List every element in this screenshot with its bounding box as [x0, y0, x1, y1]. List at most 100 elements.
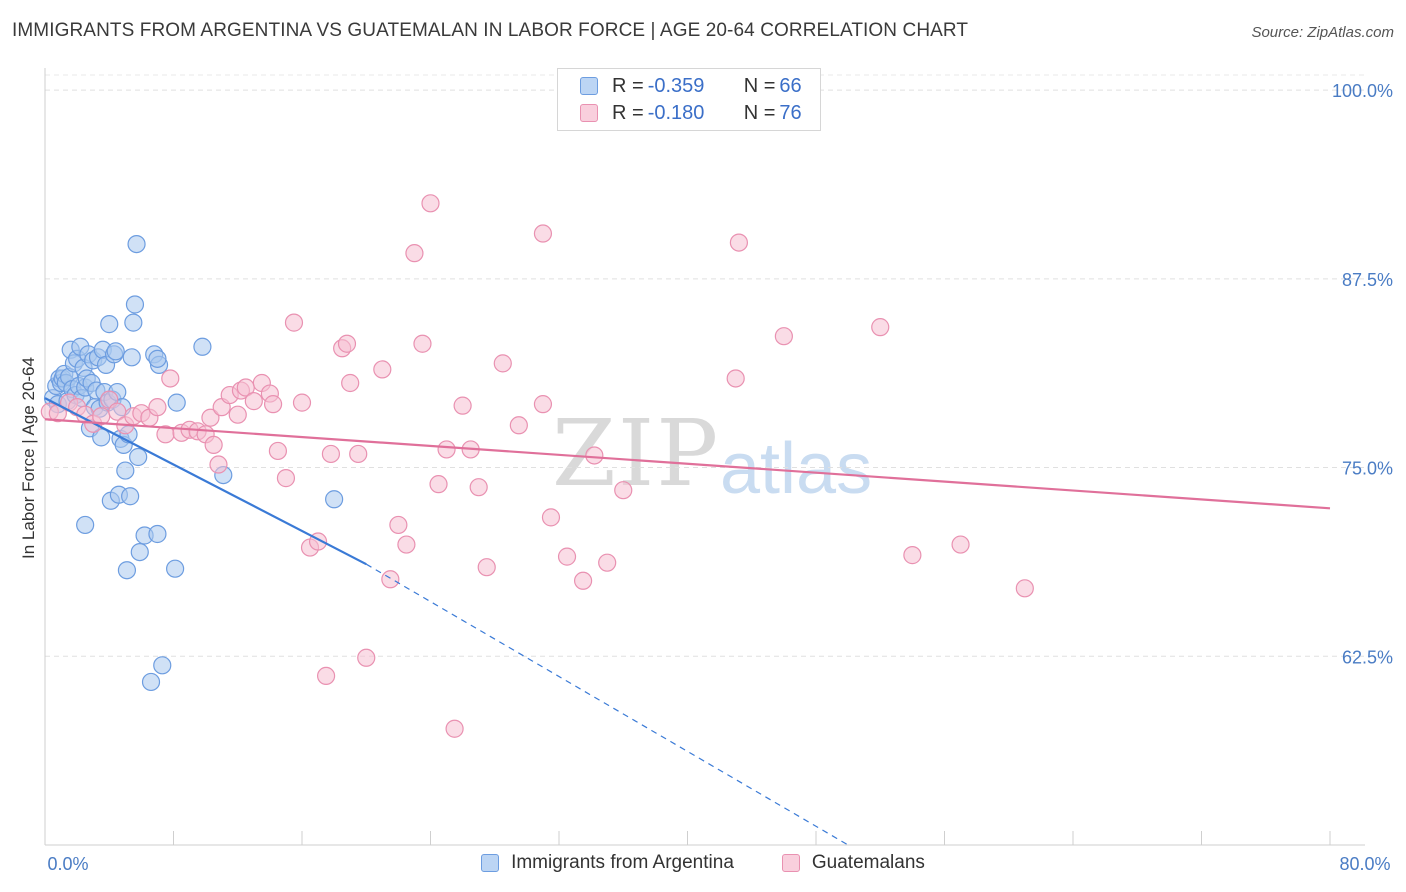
- guatemalans-point: [903, 546, 922, 565]
- legend-row-argentina: R = -0.359 N = 66: [580, 74, 802, 98]
- guatemalans-point: [541, 508, 561, 527]
- guatemalans-point: [469, 478, 488, 497]
- legend-r-value: -0.180: [647, 101, 705, 124]
- guatemalans-point: [321, 444, 341, 464]
- argentina-point: [148, 349, 167, 368]
- guatemalans-point: [228, 405, 247, 424]
- guatemalans-point: [871, 318, 890, 337]
- guatemalans-point: [389, 515, 408, 535]
- guatemalans-point: [729, 233, 749, 252]
- series-swatch-argentina: [481, 854, 500, 872]
- guatemalans-point: [357, 648, 376, 667]
- guatemalans-point: [244, 392, 263, 411]
- legend-r-label: R =: [612, 74, 644, 97]
- argentina-point: [127, 234, 146, 254]
- argentina-point: [153, 656, 172, 675]
- legend-n-value: 66: [779, 74, 802, 97]
- x-tick-label: 0.0%: [47, 854, 88, 874]
- legend-swatch-guatemalans: [580, 104, 598, 122]
- guatemalans-point: [341, 373, 360, 393]
- guatemalans-point: [413, 334, 432, 353]
- argentina-point: [129, 447, 148, 467]
- argentina-point: [122, 348, 141, 367]
- argentina-point: [193, 337, 212, 356]
- guatemalans-point: [453, 396, 472, 415]
- guatemalans-point: [557, 547, 577, 566]
- guatemalans-point: [397, 535, 416, 554]
- guatemalans-point: [316, 666, 336, 686]
- argentina-point: [141, 672, 161, 692]
- guatemalans-point: [445, 719, 464, 738]
- guatemalans-point: [951, 535, 970, 554]
- y-tick-label: 62.5%: [1342, 647, 1393, 667]
- y-tick-label: 87.5%: [1342, 270, 1393, 290]
- argentina-trend-line: [44, 397, 367, 566]
- series-legend: Immigrants from Argentina Guatemalans: [0, 852, 1406, 874]
- guatemalans-point: [533, 395, 553, 414]
- y-tick-label: 75.0%: [1342, 459, 1393, 479]
- guatemalans-point: [148, 398, 167, 417]
- guatemalans-point: [284, 313, 304, 332]
- argentina-point: [325, 490, 344, 509]
- argentina-point: [106, 342, 125, 361]
- argentina-point: [76, 515, 95, 535]
- series-swatch-guatemalans: [781, 854, 800, 872]
- guatemalans-point: [1015, 579, 1034, 598]
- guatemalans-point: [268, 441, 288, 461]
- guatemalans-point: [573, 571, 593, 590]
- legend-n-label: N =: [743, 101, 776, 124]
- series-legend-guatemalans: Guatemalans: [781, 852, 925, 874]
- argentina-point: [121, 487, 140, 506]
- guatemalans-point: [533, 224, 553, 243]
- guatemalans-point: [437, 440, 456, 459]
- y-axis-label: In Labor Force | Age 20-64: [19, 357, 38, 559]
- guatemalans-point: [405, 244, 424, 263]
- argentina-point: [167, 393, 186, 412]
- guatemalans-trend-line: [44, 418, 1331, 510]
- argentina-point: [125, 295, 145, 314]
- watermark-zip: ZIP: [552, 400, 721, 507]
- guatemalans-point: [349, 444, 368, 464]
- guatemalans-point: [381, 570, 400, 589]
- guatemalans-point: [263, 395, 283, 414]
- argentina-point: [100, 315, 119, 334]
- guatemalans-point: [201, 408, 220, 427]
- guatemalans-point: [209, 455, 228, 474]
- guatemalans-point: [598, 553, 617, 572]
- guatemalans-point: [493, 354, 512, 373]
- y-tick-label: 100.0%: [1332, 81, 1393, 101]
- chart-title: IMMIGRANTS FROM ARGENTINA VS GUATEMALAN …: [12, 20, 969, 41]
- guatemalans-point: [585, 446, 604, 465]
- guatemalans-point: [337, 334, 357, 353]
- legend-row-guatemalans: R = -0.180 N = 76: [580, 101, 802, 125]
- guatemalans-point: [292, 393, 312, 412]
- legend-swatch-argentina: [580, 77, 598, 95]
- guatemalans-point: [774, 327, 793, 346]
- guatemalans-point: [614, 481, 633, 500]
- x-tick-label: 80.0%: [1339, 854, 1390, 874]
- series-legend-label: Immigrants from Argentina: [511, 852, 734, 873]
- argentina-point: [166, 559, 185, 578]
- argentina-point: [130, 542, 149, 562]
- guatemalans-point: [509, 416, 528, 435]
- guatemalans-point: [726, 369, 745, 388]
- guatemalans-point: [276, 469, 296, 488]
- series-legend-label: Guatemalans: [811, 852, 925, 873]
- legend-n-label: N =: [743, 74, 776, 97]
- guatemalans-point: [373, 360, 392, 379]
- guatemalans-point: [161, 369, 180, 388]
- legend-r-label: R =: [612, 101, 644, 124]
- argentina-point: [124, 313, 143, 332]
- legend-r-value: -0.359: [647, 74, 705, 97]
- argentina-point: [148, 524, 167, 544]
- guatemalans-point: [421, 194, 440, 213]
- guatemalans-point: [477, 558, 496, 577]
- guatemalans-point: [204, 435, 223, 455]
- argentina-point: [116, 461, 135, 480]
- correlation-legend: R = -0.359 N = 66 R = -0.180 N = 76: [557, 68, 821, 131]
- watermark-atlas: atlas: [720, 429, 873, 509]
- argentina-point: [117, 561, 137, 580]
- argentina-trend-extension: [365, 563, 849, 846]
- argentina-point: [92, 428, 111, 447]
